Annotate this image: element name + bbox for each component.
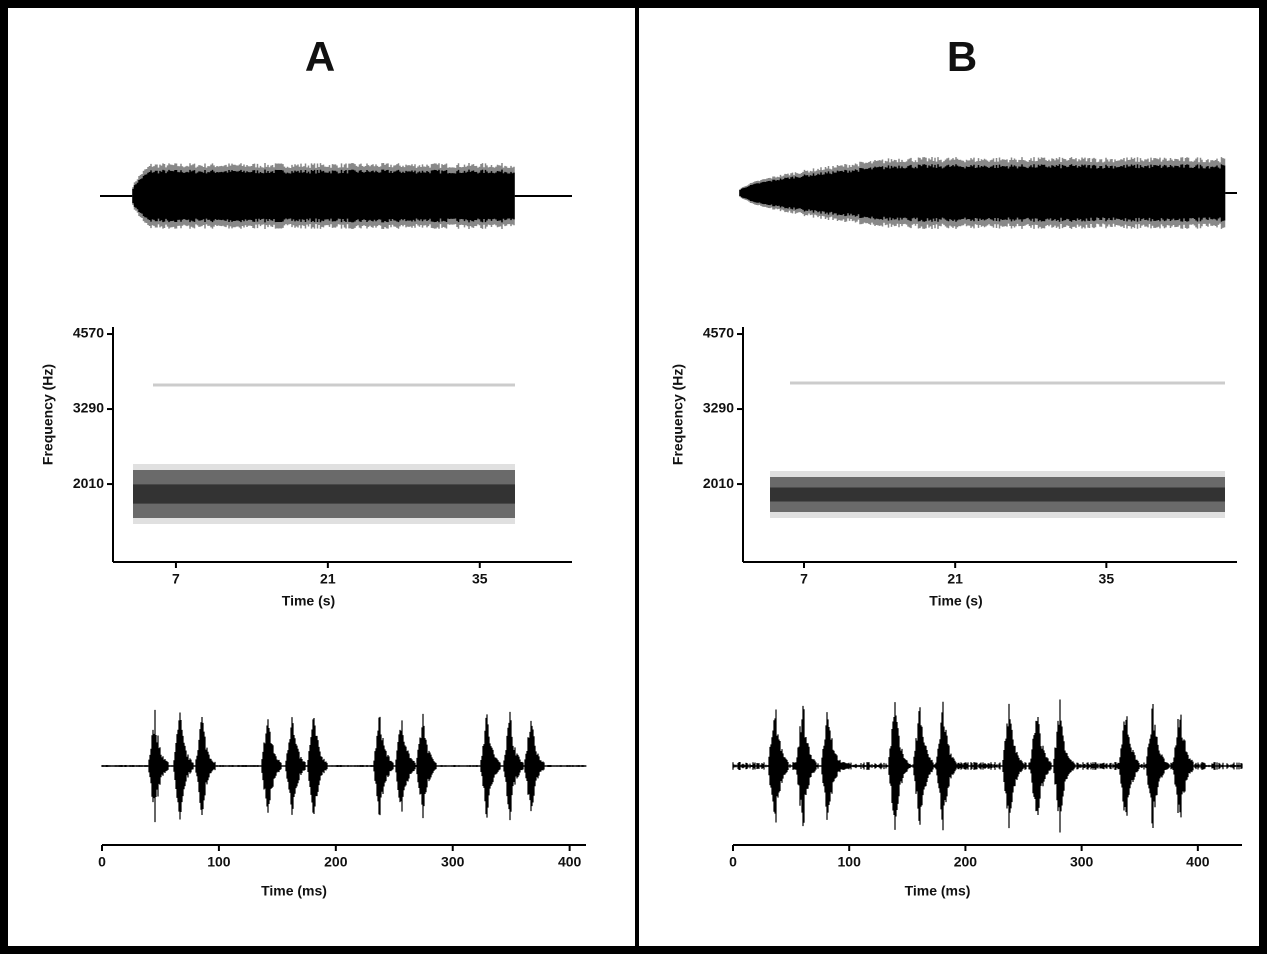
x-tick-label: 0	[729, 854, 737, 870]
y-tick-label: 2010	[703, 475, 734, 491]
x-tick-label: 7	[172, 571, 180, 587]
x-tick-label: 200	[954, 854, 978, 870]
x-tick-label: 100	[207, 854, 231, 870]
y-tick-label: 4570	[703, 325, 734, 341]
spectrogram-core	[133, 484, 515, 504]
y-axis-label: Frequency (Hz)	[40, 364, 56, 465]
x-tick-label: 400	[558, 854, 582, 870]
x-axis-label: Time (ms)	[261, 883, 327, 899]
waveform	[739, 164, 1226, 222]
x-tick-label: 35	[472, 571, 488, 587]
waveform	[132, 169, 515, 223]
x-tick-label: 7	[800, 571, 808, 587]
x-tick-label: 100	[838, 854, 862, 870]
x-tick-label: 35	[1099, 571, 1115, 587]
y-tick-label: 2010	[73, 475, 104, 491]
x-tick-label: 21	[947, 571, 963, 587]
x-tick-label: 400	[1186, 854, 1210, 870]
x-axis-label: Time (ms)	[905, 883, 971, 899]
y-tick-label: 3290	[73, 400, 104, 416]
x-tick-label: 300	[441, 854, 465, 870]
y-tick-label: 3290	[703, 400, 734, 416]
spectrogram-core	[770, 487, 1225, 502]
x-tick-label: 0	[98, 854, 106, 870]
x-tick-label: 300	[1070, 854, 1094, 870]
x-axis-label: Time (s)	[282, 593, 335, 609]
x-tick-label: 200	[324, 854, 348, 870]
panel-label: B	[947, 33, 977, 80]
oscillogram-waveform	[732, 699, 1243, 833]
y-tick-label: 4570	[73, 325, 104, 341]
oscillogram-waveform	[101, 709, 587, 823]
x-axis-label: Time (s)	[929, 593, 982, 609]
panel-label: A	[305, 33, 335, 80]
y-axis-label: Frequency (Hz)	[670, 364, 686, 465]
x-tick-label: 21	[320, 571, 336, 587]
